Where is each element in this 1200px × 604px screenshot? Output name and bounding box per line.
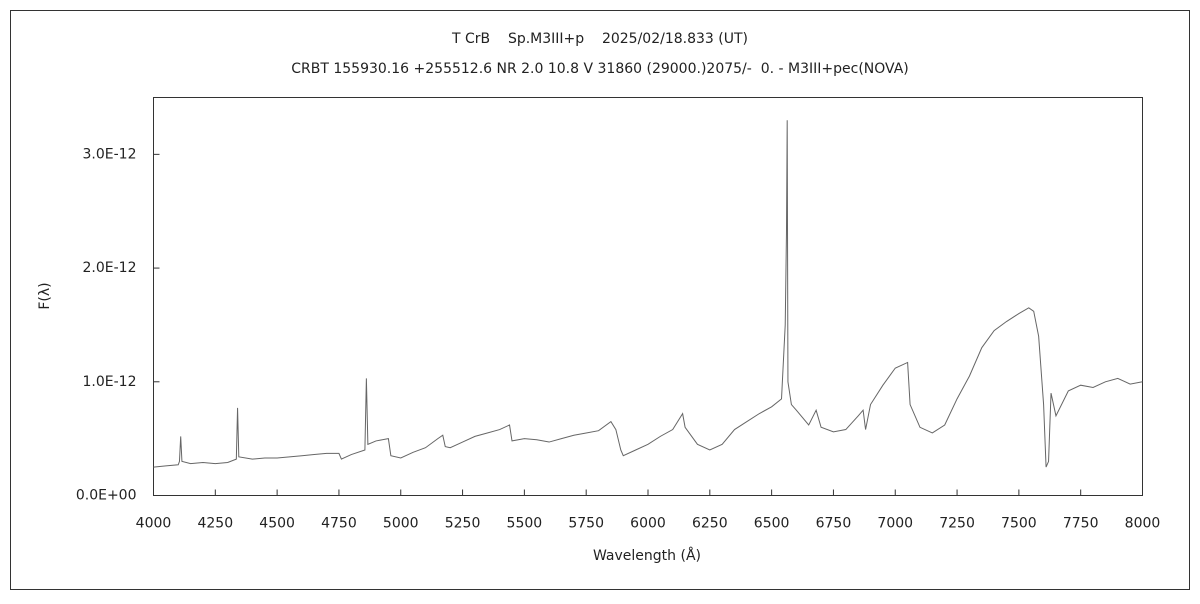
x-tick-label: 7250	[939, 516, 975, 532]
x-tick-label: 6500	[754, 516, 790, 532]
x-tick-label: 4000	[136, 516, 172, 532]
x-tick-label: 5500	[507, 516, 543, 532]
x-tick-label: 6000	[630, 516, 666, 532]
chart-subtitle: CRBT 155930.16 +255512.6 NR 2.0 10.8 V 3…	[291, 61, 909, 77]
spectrum-line	[153, 120, 1143, 468]
x-tick-label: 5750	[568, 516, 604, 532]
y-axis-label: F(λ)	[37, 282, 53, 309]
x-tick-label: 4500	[259, 516, 295, 532]
x-tick-label: 6250	[692, 516, 728, 532]
y-tick-label: 2.0E-12	[83, 260, 137, 276]
x-tick-label: 4250	[197, 516, 233, 532]
x-tick-label: 8000	[1125, 516, 1161, 532]
x-tick-label: 4750	[321, 516, 357, 532]
plot-area	[153, 97, 1143, 496]
y-tick-label: 0.0E+00	[76, 488, 137, 504]
chart-title: T CrB Sp.M3III+p 2025/02/18.833 (UT)	[451, 31, 748, 47]
x-tick-label: 5250	[445, 516, 481, 532]
y-tick-label: 3.0E-12	[83, 146, 137, 162]
x-tick-label: 6750	[816, 516, 852, 532]
x-tick-label: 7750	[1063, 516, 1099, 532]
y-tick-label: 1.0E-12	[83, 374, 137, 390]
x-tick-label: 7000	[877, 516, 913, 532]
x-tick-label: 5000	[383, 516, 419, 532]
x-tick-label: 7500	[1001, 516, 1037, 532]
frame	[10, 10, 1190, 590]
x-axis-label: Wavelength (Å)	[593, 547, 701, 564]
